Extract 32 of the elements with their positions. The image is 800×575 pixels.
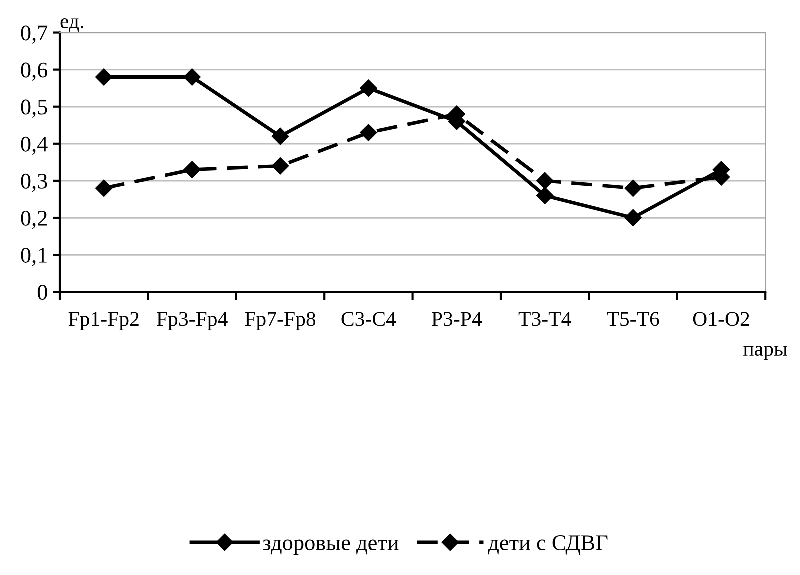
x-tick-label: Fp3-Fp4 bbox=[157, 312, 228, 330]
x-tick-label: C3-C4 bbox=[342, 312, 396, 326]
x-tick-label: O1-O2 bbox=[693, 312, 750, 326]
y-tick-label: 0 bbox=[38, 285, 48, 300]
y-tick-label: 0,3 bbox=[21, 174, 48, 192]
y-tick-label: 0,4 bbox=[21, 136, 48, 156]
point bbox=[360, 80, 378, 97]
x-tick-label: P3-P4 bbox=[432, 312, 482, 326]
point bbox=[536, 172, 554, 190]
point bbox=[536, 187, 554, 204]
x-tick-label: T5-T6 bbox=[607, 312, 660, 326]
y-tick-label: 0,2 bbox=[21, 210, 47, 230]
point bbox=[184, 68, 201, 86]
point bbox=[272, 128, 290, 146]
y-axis-title: ед. bbox=[60, 18, 84, 32]
point bbox=[96, 68, 113, 86]
x-tick-label: T3-T4 bbox=[518, 312, 572, 326]
point bbox=[96, 180, 113, 197]
y-tick-label: 0,5 bbox=[21, 100, 48, 118]
point bbox=[624, 209, 642, 227]
x-axis-title: пары bbox=[744, 346, 788, 360]
x-tick-label: Fp7-Fp8 bbox=[245, 312, 316, 330]
y-tick-label: 0,7 bbox=[21, 26, 48, 44]
y-tick-label: 0,6 bbox=[21, 62, 48, 81]
point bbox=[624, 180, 642, 197]
legend-label: здоровые дети bbox=[263, 540, 399, 555]
point bbox=[272, 158, 290, 175]
y-tick-label: 0,1 bbox=[21, 248, 47, 266]
x-tick-label: Fp1-Fp2 bbox=[68, 312, 139, 330]
point bbox=[360, 124, 378, 142]
legend-label: дети с СДВГ bbox=[488, 536, 608, 555]
point bbox=[184, 161, 201, 178]
